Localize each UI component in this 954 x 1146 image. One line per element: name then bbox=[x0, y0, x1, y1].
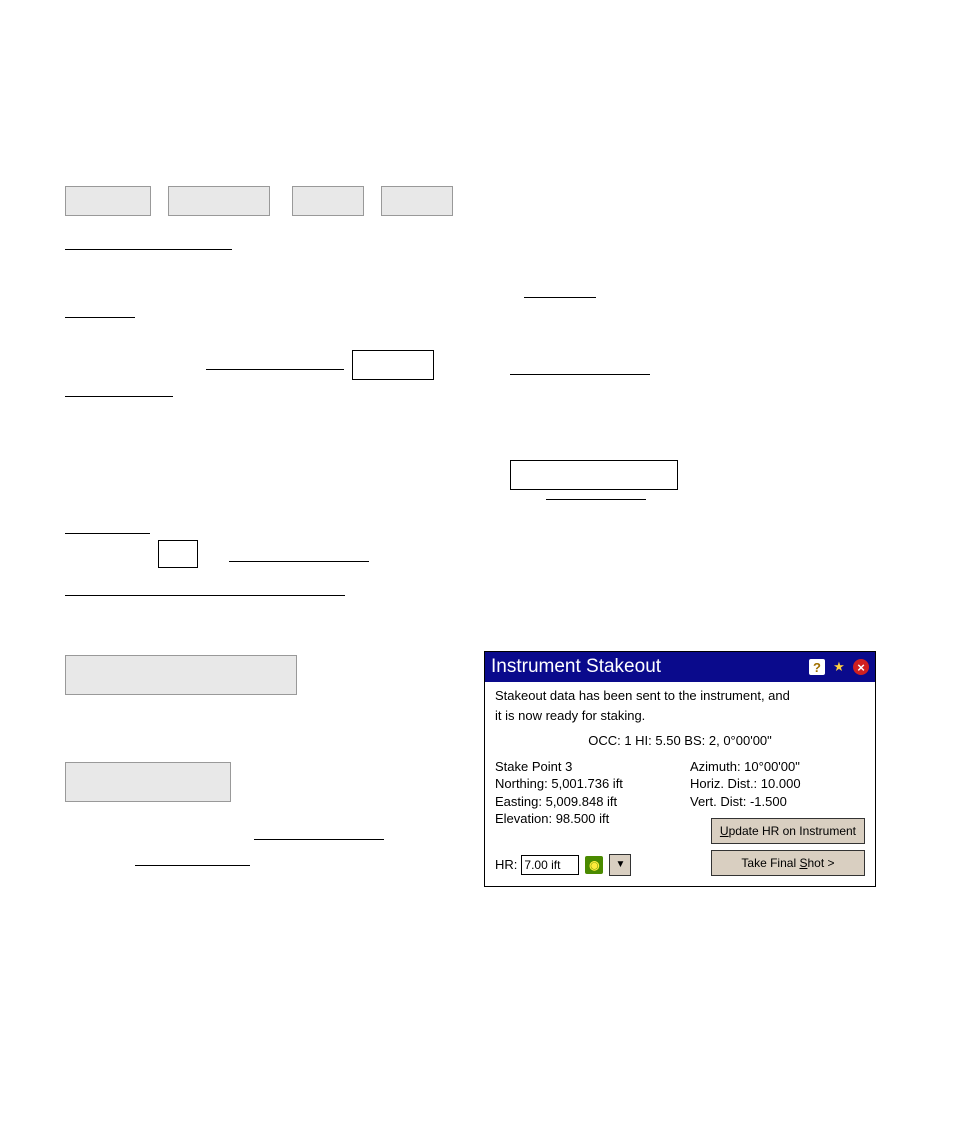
toolbar-button-4[interactable] bbox=[381, 186, 453, 216]
dialog-titlebar: Instrument Stakeout ? ★ × bbox=[485, 652, 875, 682]
underline-3 bbox=[65, 316, 135, 318]
underline-4 bbox=[206, 368, 344, 370]
update-hr-button[interactable]: Update HR on Instrument bbox=[711, 818, 865, 844]
help-icon[interactable]: ? bbox=[809, 659, 825, 675]
robot-icon[interactable]: ◉ bbox=[585, 856, 603, 874]
dialog-message-line1: Stakeout data has been sent to the instr… bbox=[495, 688, 865, 704]
underline-5 bbox=[510, 373, 650, 375]
underline-1 bbox=[65, 248, 232, 250]
underline-6 bbox=[65, 395, 173, 397]
occ-line: OCC: 1 HI: 5.50 BS: 2, 0°00'00" bbox=[495, 733, 865, 748]
toolbar-button-3[interactable] bbox=[292, 186, 364, 216]
underline-8 bbox=[65, 532, 150, 534]
stakeout-left-col: Stake Point 3 Northing: 5,001.736 ift Ea… bbox=[495, 758, 670, 828]
underline-10 bbox=[65, 594, 345, 596]
toolbar-button-2[interactable] bbox=[168, 186, 270, 216]
input-box-1[interactable] bbox=[352, 350, 434, 380]
northing-label: Northing: 5,001.736 ift bbox=[495, 775, 670, 793]
toolbar-button-1[interactable] bbox=[65, 186, 151, 216]
instrument-stakeout-dialog: Instrument Stakeout ? ★ × Stakeout data … bbox=[484, 651, 876, 887]
dropdown-button[interactable]: ▼ bbox=[609, 854, 631, 876]
dialog-title: Instrument Stakeout bbox=[491, 656, 661, 678]
hr-label: HR: bbox=[495, 857, 517, 872]
star-icon[interactable]: ★ bbox=[831, 659, 847, 675]
horiz-dist-label: Horiz. Dist.: 10.000 bbox=[690, 775, 865, 793]
underline-2 bbox=[524, 296, 596, 298]
close-icon[interactable]: × bbox=[853, 659, 869, 675]
update-hr-text: pdate HR on Instrument bbox=[729, 824, 856, 838]
elevation-label: Elevation: 98.500 ift bbox=[495, 810, 670, 828]
update-hr-mnemonic: U bbox=[720, 824, 729, 838]
easting-label: Easting: 5,009.848 ift bbox=[495, 793, 670, 811]
hr-input[interactable] bbox=[521, 855, 579, 875]
stake-point-label: Stake Point 3 bbox=[495, 758, 670, 776]
underline-12 bbox=[135, 864, 250, 866]
underline-7 bbox=[546, 498, 646, 500]
take-final-shot-button[interactable]: Take Final Shot > bbox=[711, 850, 865, 876]
big-gray-button-1[interactable] bbox=[65, 655, 297, 695]
dialog-message-line2: it is now ready for staking. bbox=[495, 708, 865, 724]
bordered-box-1 bbox=[510, 460, 678, 490]
underline-11 bbox=[254, 838, 384, 840]
vert-dist-label: Vert. Dist: -1.500 bbox=[690, 793, 865, 811]
azimuth-label: Azimuth: 10°00'00" bbox=[690, 758, 865, 776]
big-gray-button-2[interactable] bbox=[65, 762, 231, 802]
input-box-2[interactable] bbox=[158, 540, 198, 568]
underline-9 bbox=[229, 560, 369, 562]
take-shot-post: hot > bbox=[807, 856, 834, 870]
take-shot-pre: Take Final bbox=[741, 856, 799, 870]
